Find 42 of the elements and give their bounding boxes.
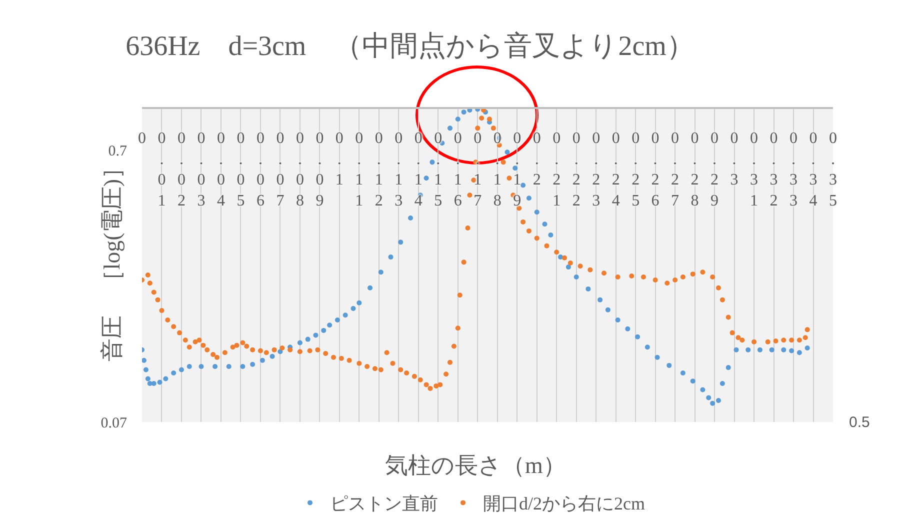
- x-tick-label: 0: [138, 130, 146, 147]
- x-tick-label: 0 . 3 2: [770, 130, 778, 210]
- x-tick-label: 0 . 2 2: [572, 130, 580, 210]
- x-tick-label: 0 . 0 6: [256, 130, 264, 210]
- text: 0.5: [849, 414, 870, 431]
- x-tick-label: 0 . 3 5: [829, 130, 837, 210]
- x-tick-label: 0 . 0 5: [236, 130, 245, 210]
- x-tick-label: 0 . 0 2: [177, 130, 186, 210]
- x-tick-label: 0 . 1 4: [414, 130, 422, 210]
- x-tick-label: 0 . 0 3: [197, 130, 206, 210]
- x-tick-label: 0 . 2 7: [671, 130, 680, 210]
- x-tick-label: 0 . 0 8: [296, 130, 304, 210]
- x-tick-label: 0 . 1 8: [493, 130, 502, 210]
- x-tick-label: 0 . 1 3: [394, 130, 403, 210]
- x-tick-label: 0 . 1: [335, 130, 344, 189]
- x-tick-label: 0 . 1 6: [454, 130, 462, 210]
- x-tick-label: 0 . 1 7: [474, 130, 482, 210]
- x-tick-label: 0 . 1 2: [374, 130, 383, 210]
- y-tick-label: 0.07: [100, 415, 128, 432]
- x-tick-label: 0 . 2: [532, 130, 541, 189]
- x-tick-label: 0 . 2 9: [710, 130, 719, 210]
- legend-label: 開口d/2から右に2cm: [483, 494, 645, 514]
- x-tick-label: 0 . 0 4: [216, 130, 225, 210]
- x-tick-label: 0 . 2 8: [690, 130, 699, 210]
- x-tick-label: 0 . 1 5: [434, 130, 442, 210]
- x-tick-label: 0 . 1 9: [513, 130, 522, 210]
- x-tick-label: 0 . 1 1: [355, 130, 364, 210]
- x-tick-label: 0 . 2 1: [552, 130, 561, 210]
- chart-title: 636Hz d=3cm （中間点から音叉より2cm）: [126, 30, 694, 62]
- x-tick-label: 0 . 0 9: [316, 130, 324, 210]
- x-tick-label: 0 . 3 3: [790, 130, 798, 210]
- x-tick-label: 0 . 3 1: [750, 130, 758, 210]
- x-tick-label: 0 . 0 1: [158, 130, 166, 210]
- x-tick-label: 0 . 2 6: [651, 130, 660, 210]
- legend-label: ピストン直前: [330, 494, 438, 514]
- x-axis-title: 気柱の長さ（m）: [385, 453, 566, 478]
- x-tick-label: 0 . 2 5: [632, 130, 640, 210]
- x-tick-label: 0 . 0 7: [276, 130, 284, 210]
- x-tick-label: 0 . 3: [730, 130, 738, 189]
- x-tick-label: 0 . 2 4: [612, 130, 620, 210]
- x-tick-label: 0 . 3 4: [809, 130, 818, 210]
- x-tick-label: 0 . 2 3: [592, 130, 600, 210]
